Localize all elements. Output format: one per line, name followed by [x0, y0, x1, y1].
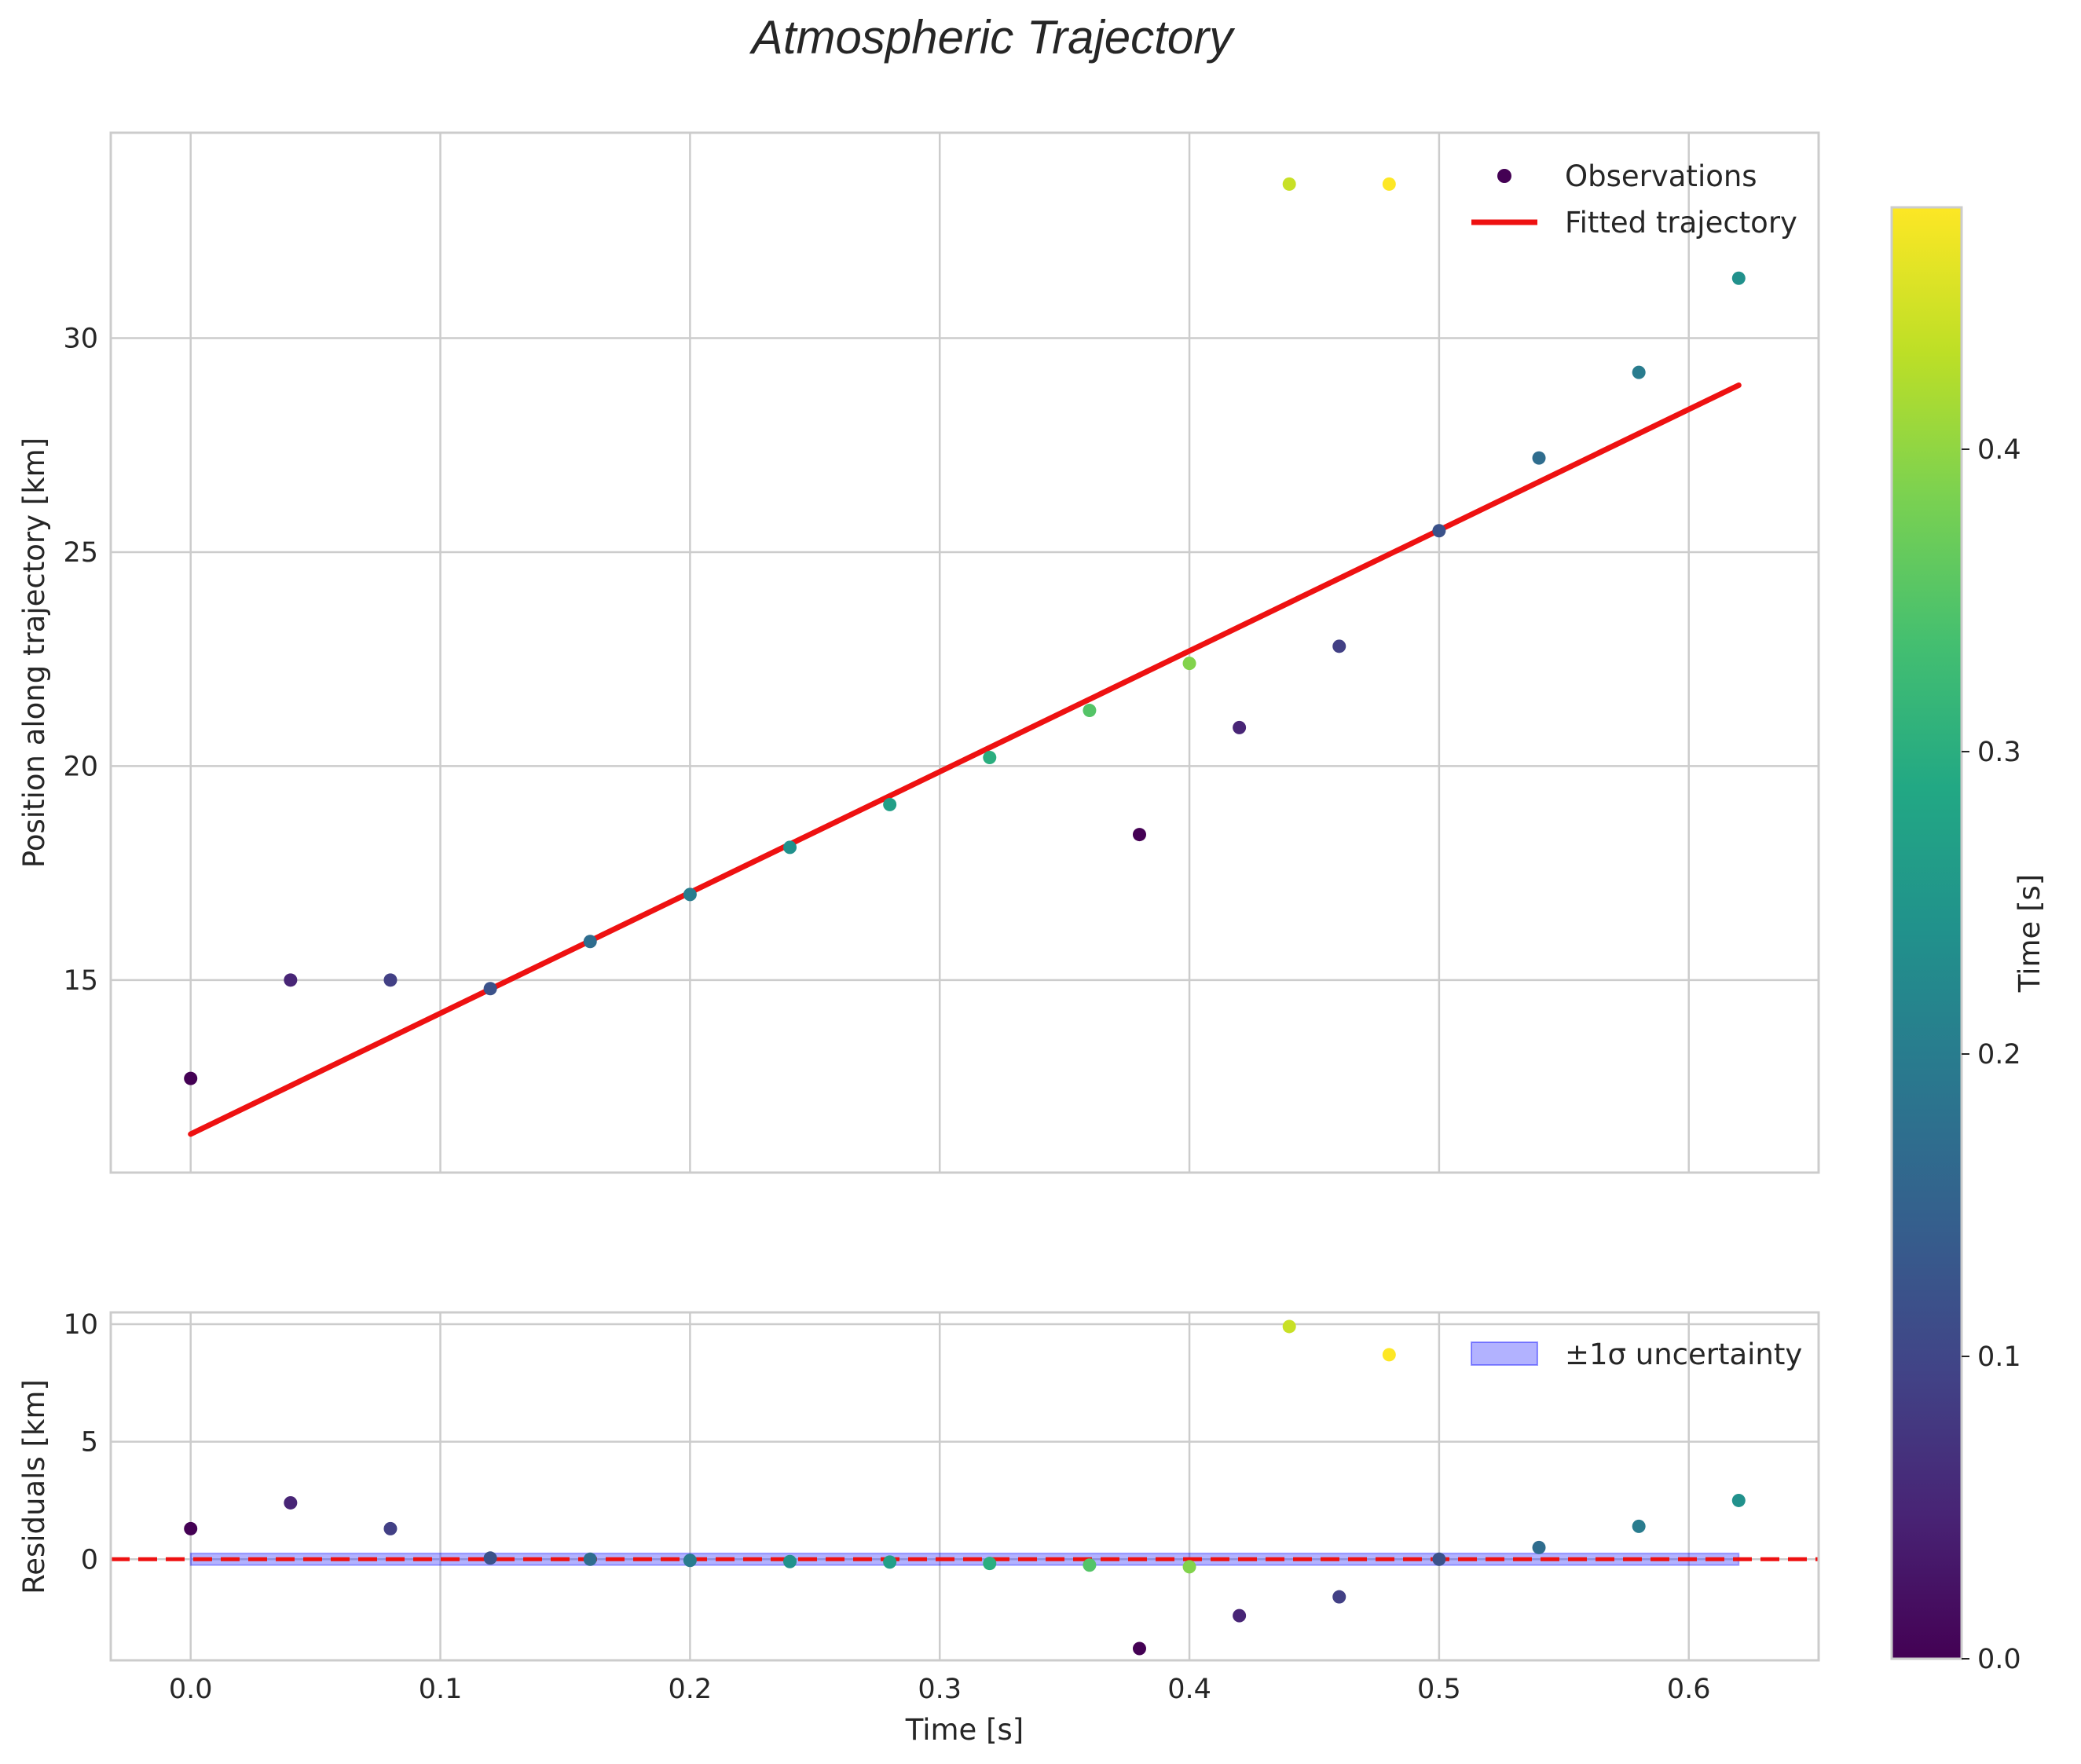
xtick-label: 0.4 [1167, 1674, 1211, 1705]
colorbar: 0.0 0.1 0.2 0.3 0.4 Time [s] [1890, 206, 2046, 1675]
residuals-legend: ±1σ uncertainty [1471, 1338, 1802, 1371]
main-plot-frame [109, 131, 1820, 1174]
colorbar-tick-label: 0.4 [1977, 434, 2021, 466]
residual-point [1382, 1348, 1396, 1362]
residual-point [1432, 1552, 1446, 1566]
main-ytick-label: 20 [63, 751, 98, 782]
residual-point [383, 1521, 398, 1535]
res-ytick-label: 10 [63, 1309, 98, 1341]
observation-point [1282, 177, 1296, 191]
residual-point [1083, 1558, 1097, 1572]
observation-point [1233, 720, 1247, 734]
colorbar-tick-label: 0.0 [1977, 1644, 2021, 1675]
residual-point [1282, 1319, 1296, 1334]
observation-point [1432, 524, 1446, 538]
residuals-plot-frame [109, 1311, 1820, 1662]
fitted-trajectory-line [188, 382, 1742, 1137]
residuals-xlabel: Time [s] [905, 1713, 1024, 1747]
res-ytick-label: 0 [81, 1544, 98, 1576]
main-legend: Observations Fitted trajectory [1471, 159, 1797, 240]
observation-point [1083, 704, 1097, 718]
legend-observations-label: Observations [1565, 159, 1757, 193]
xtick-label: 0.3 [918, 1674, 962, 1705]
observation-point [284, 973, 298, 987]
main-ytick-label: 30 [63, 324, 98, 355]
observation-point [1382, 177, 1396, 191]
residual-point [783, 1554, 797, 1568]
colorbar-tick-label: 0.1 [1977, 1341, 2021, 1373]
xtick-label: 0.0 [169, 1674, 213, 1705]
main-ylabel: Position along trajectory [km] [17, 437, 51, 868]
residual-point [1632, 1519, 1646, 1533]
residuals-ylabel: Residuals [km] [17, 1379, 51, 1594]
observation-point [1632, 365, 1646, 379]
residuals-gridlines [111, 1312, 1819, 1660]
residual-point [683, 1554, 697, 1568]
observation-point [883, 797, 897, 811]
observation-point [583, 935, 597, 949]
residual-point [1532, 1540, 1546, 1554]
residual-point [1132, 1641, 1146, 1656]
residual-point [1332, 1590, 1346, 1604]
residual-point [583, 1552, 597, 1566]
xtick-label: 0.1 [419, 1674, 463, 1705]
observation-point [383, 973, 398, 987]
observation-point [1532, 451, 1546, 465]
observation-point [983, 750, 997, 764]
chart-title: Atmospheric Trajectory [749, 11, 1236, 64]
res-ytick-label: 5 [81, 1427, 98, 1458]
residual-point [1233, 1608, 1247, 1623]
observation-point [683, 887, 697, 902]
colorbar-label: Time [s] [2013, 874, 2046, 993]
observation-point [1182, 657, 1196, 671]
main-gridlines [111, 133, 1819, 1173]
residual-point [184, 1521, 198, 1535]
residual-point [483, 1551, 497, 1565]
main-ytick-label: 15 [63, 965, 98, 997]
residual-point [1731, 1493, 1746, 1507]
colorbar-tick-label: 0.2 [1977, 1039, 2021, 1070]
residual-point [983, 1557, 997, 1571]
observation-point [783, 840, 797, 855]
observation-points [184, 177, 1746, 1085]
residual-point [284, 1495, 298, 1510]
colorbar-gradient [1890, 206, 1963, 1660]
xtick-label: 0.5 [1417, 1674, 1461, 1705]
colorbar-tick-label: 0.3 [1977, 737, 2021, 768]
colorbar-tick-labels: 0.0 0.1 0.2 0.3 0.4 [1962, 434, 2021, 1675]
observation-point [1731, 271, 1746, 285]
observation-point [1132, 828, 1146, 842]
legend-sigma-marker [1471, 1341, 1538, 1366]
observation-point [184, 1071, 198, 1085]
legend-fit-label: Fitted trajectory [1565, 206, 1797, 240]
residuals-tick-labels: 0.0 0.1 0.2 0.3 0.4 0.5 0.6 0 5 10 [63, 1309, 1710, 1705]
xtick-label: 0.6 [1667, 1674, 1711, 1705]
observation-point [483, 982, 497, 996]
legend-observations-marker [1497, 169, 1511, 183]
residual-point [1182, 1560, 1196, 1574]
residuals-panel: 0.0 0.1 0.2 0.3 0.4 0.5 0.6 0 5 10 Residuals [km]… [17, 1309, 1820, 1747]
residual-point [883, 1555, 897, 1569]
observation-point [1332, 639, 1346, 653]
legend-sigma-label: ±1σ uncertainty [1565, 1338, 1802, 1371]
main-ytick-label: 25 [63, 537, 98, 569]
residual-points [184, 1319, 1746, 1656]
main-tick-labels: 15 20 25 30 [63, 324, 98, 997]
xtick-label: 0.2 [669, 1674, 713, 1705]
